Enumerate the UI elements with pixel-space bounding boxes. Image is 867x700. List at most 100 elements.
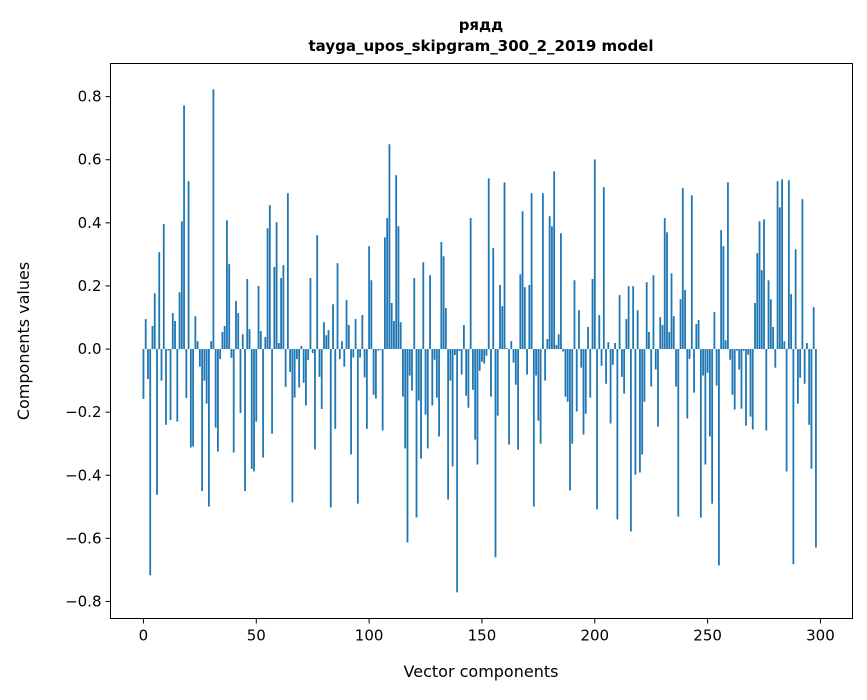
bar: [361, 314, 364, 350]
bar: [271, 349, 273, 434]
x-tick-label: 200: [580, 627, 609, 645]
bar: [451, 349, 454, 467]
bar: [481, 349, 483, 362]
bar: [196, 341, 199, 350]
bar: [205, 349, 208, 404]
bar: [363, 349, 366, 378]
bar: [336, 263, 339, 350]
bar: [787, 180, 790, 350]
bar: [582, 349, 585, 435]
bar: [169, 349, 172, 421]
bar: [620, 349, 623, 377]
bar: [727, 182, 729, 350]
bar: [736, 349, 738, 351]
bar: [472, 349, 474, 390]
bar: [796, 349, 799, 404]
bar: [422, 262, 425, 350]
bar: [329, 349, 332, 508]
y-tick-label: −0.6: [65, 529, 101, 547]
bar: [291, 349, 294, 503]
bar: [643, 349, 646, 402]
bar: [704, 349, 707, 465]
bar: [742, 349, 745, 351]
bar: [307, 349, 310, 361]
bar: [302, 349, 305, 383]
bar: [327, 330, 330, 350]
bar: [557, 334, 560, 350]
bar: [562, 349, 565, 352]
bar: [259, 331, 262, 350]
bar: [241, 334, 244, 350]
bar: [551, 226, 553, 350]
bar: [262, 349, 264, 458]
bar: [544, 349, 547, 381]
bar: [228, 264, 231, 350]
bar: [264, 337, 267, 350]
y-tick-label: 0.8: [78, 88, 102, 106]
bar: [514, 349, 517, 385]
bar: [510, 341, 513, 350]
bar: [354, 319, 357, 350]
x-tick-label: 300: [806, 627, 835, 645]
x-tick-label: 0: [139, 627, 149, 645]
bar: [600, 349, 603, 366]
bar: [289, 349, 292, 373]
bar: [332, 304, 334, 350]
bar: [555, 344, 558, 350]
bar: [652, 275, 655, 350]
x-axis-label: Vector components: [404, 662, 559, 681]
bar: [806, 343, 808, 350]
bar: [144, 319, 147, 350]
bar: [217, 349, 219, 452]
bar: [298, 349, 301, 388]
bar: [616, 349, 619, 520]
bar: [629, 349, 632, 532]
bar: [530, 193, 533, 350]
bar: [769, 299, 772, 350]
bar: [397, 226, 400, 350]
bar: [185, 349, 188, 398]
bar: [776, 181, 779, 350]
bar: [460, 349, 463, 375]
bar: [386, 218, 389, 350]
x-tick-label: 150: [468, 627, 497, 645]
bar: [501, 306, 504, 350]
bar: [799, 349, 802, 378]
bar: [708, 349, 711, 437]
bar: [268, 205, 271, 350]
bar: [598, 314, 601, 350]
bar: [395, 175, 398, 350]
bar: [402, 349, 404, 397]
bar: [420, 349, 422, 459]
bar: [210, 341, 213, 350]
bar: [718, 349, 720, 566]
bar: [429, 275, 431, 350]
bar: [388, 144, 391, 350]
bar: [591, 279, 594, 350]
bar: [255, 349, 258, 422]
bar: [411, 349, 413, 391]
bar: [699, 349, 702, 518]
bar: [160, 349, 163, 381]
bar: [523, 287, 526, 350]
bar: [305, 349, 307, 406]
bar: [758, 221, 761, 350]
bar: [754, 302, 756, 350]
bar: [280, 278, 283, 350]
bar: [165, 349, 167, 425]
bar: [343, 349, 346, 367]
bar: [519, 274, 522, 350]
bar: [679, 299, 682, 350]
bar: [286, 193, 289, 350]
bar: [772, 326, 774, 350]
bar: [435, 349, 438, 398]
bar: [812, 307, 815, 350]
bar: [426, 349, 429, 449]
bar: [602, 187, 605, 350]
bar: [174, 320, 176, 350]
bar: [431, 349, 434, 406]
bar: [578, 310, 580, 350]
bar: [487, 178, 490, 350]
bar: [693, 349, 695, 393]
